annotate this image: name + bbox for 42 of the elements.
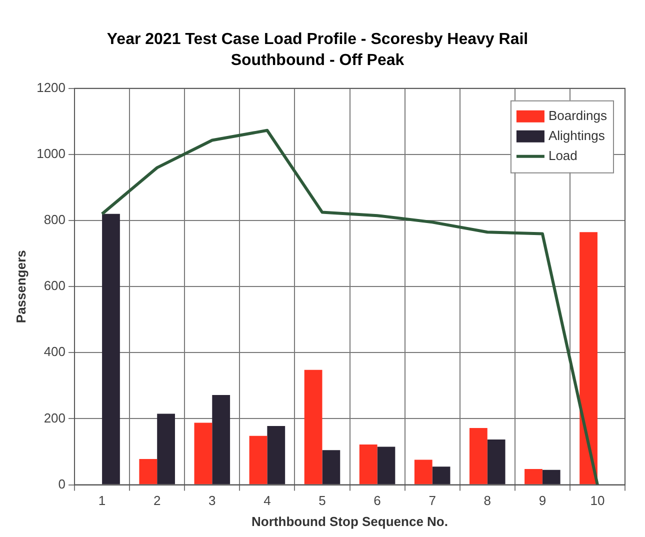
bar bbox=[157, 414, 175, 484]
bar bbox=[359, 444, 378, 484]
x-tick-label: 4 bbox=[264, 493, 271, 508]
bar bbox=[267, 426, 286, 484]
bar bbox=[469, 428, 488, 484]
bar bbox=[139, 459, 158, 484]
x-tick-label: 1 bbox=[98, 493, 106, 508]
bar bbox=[414, 460, 432, 484]
bar bbox=[487, 440, 506, 484]
bar bbox=[194, 422, 212, 484]
legend-label: Load bbox=[548, 148, 578, 163]
y-tick-label: 600 bbox=[44, 278, 66, 294]
x-tick-label: 10 bbox=[590, 493, 605, 508]
chart-subtitle: Southbound - Off Peak bbox=[230, 52, 404, 70]
x-axis-title: Northbound Stop Sequence No. bbox=[252, 514, 448, 529]
bar bbox=[524, 468, 542, 484]
bar bbox=[580, 232, 598, 484]
x-tick-label: 6 bbox=[374, 493, 381, 508]
bar bbox=[212, 394, 230, 484]
bar bbox=[542, 470, 560, 484]
x-tick-label: 9 bbox=[538, 493, 546, 508]
bar bbox=[322, 450, 340, 484]
y-tick-label: 200 bbox=[44, 410, 66, 426]
x-tick-label: 3 bbox=[208, 493, 216, 508]
y-tick-label: 1000 bbox=[36, 146, 66, 162]
x-tick-label: 7 bbox=[428, 493, 436, 508]
y-tick-label: 0 bbox=[58, 476, 66, 492]
y-tick-label: 400 bbox=[44, 344, 66, 360]
x-tick-label: 8 bbox=[484, 493, 491, 508]
chart-title: Year 2021 Test Case Load Profile - Scoresby Heavy Rail bbox=[106, 31, 528, 48]
legend-label: Boardings bbox=[548, 108, 608, 123]
y-tick-label: 1200 bbox=[36, 80, 66, 95]
bar bbox=[102, 214, 120, 484]
bar bbox=[432, 466, 450, 484]
bar bbox=[377, 446, 396, 484]
legend-label: Alightings bbox=[548, 128, 606, 143]
x-tick-label: 2 bbox=[153, 493, 161, 508]
y-axis-title: Passengers bbox=[13, 250, 28, 324]
x-tick-label: 5 bbox=[318, 493, 326, 508]
y-tick-label: 800 bbox=[44, 212, 66, 228]
bar bbox=[304, 370, 322, 484]
bar bbox=[249, 436, 268, 484]
